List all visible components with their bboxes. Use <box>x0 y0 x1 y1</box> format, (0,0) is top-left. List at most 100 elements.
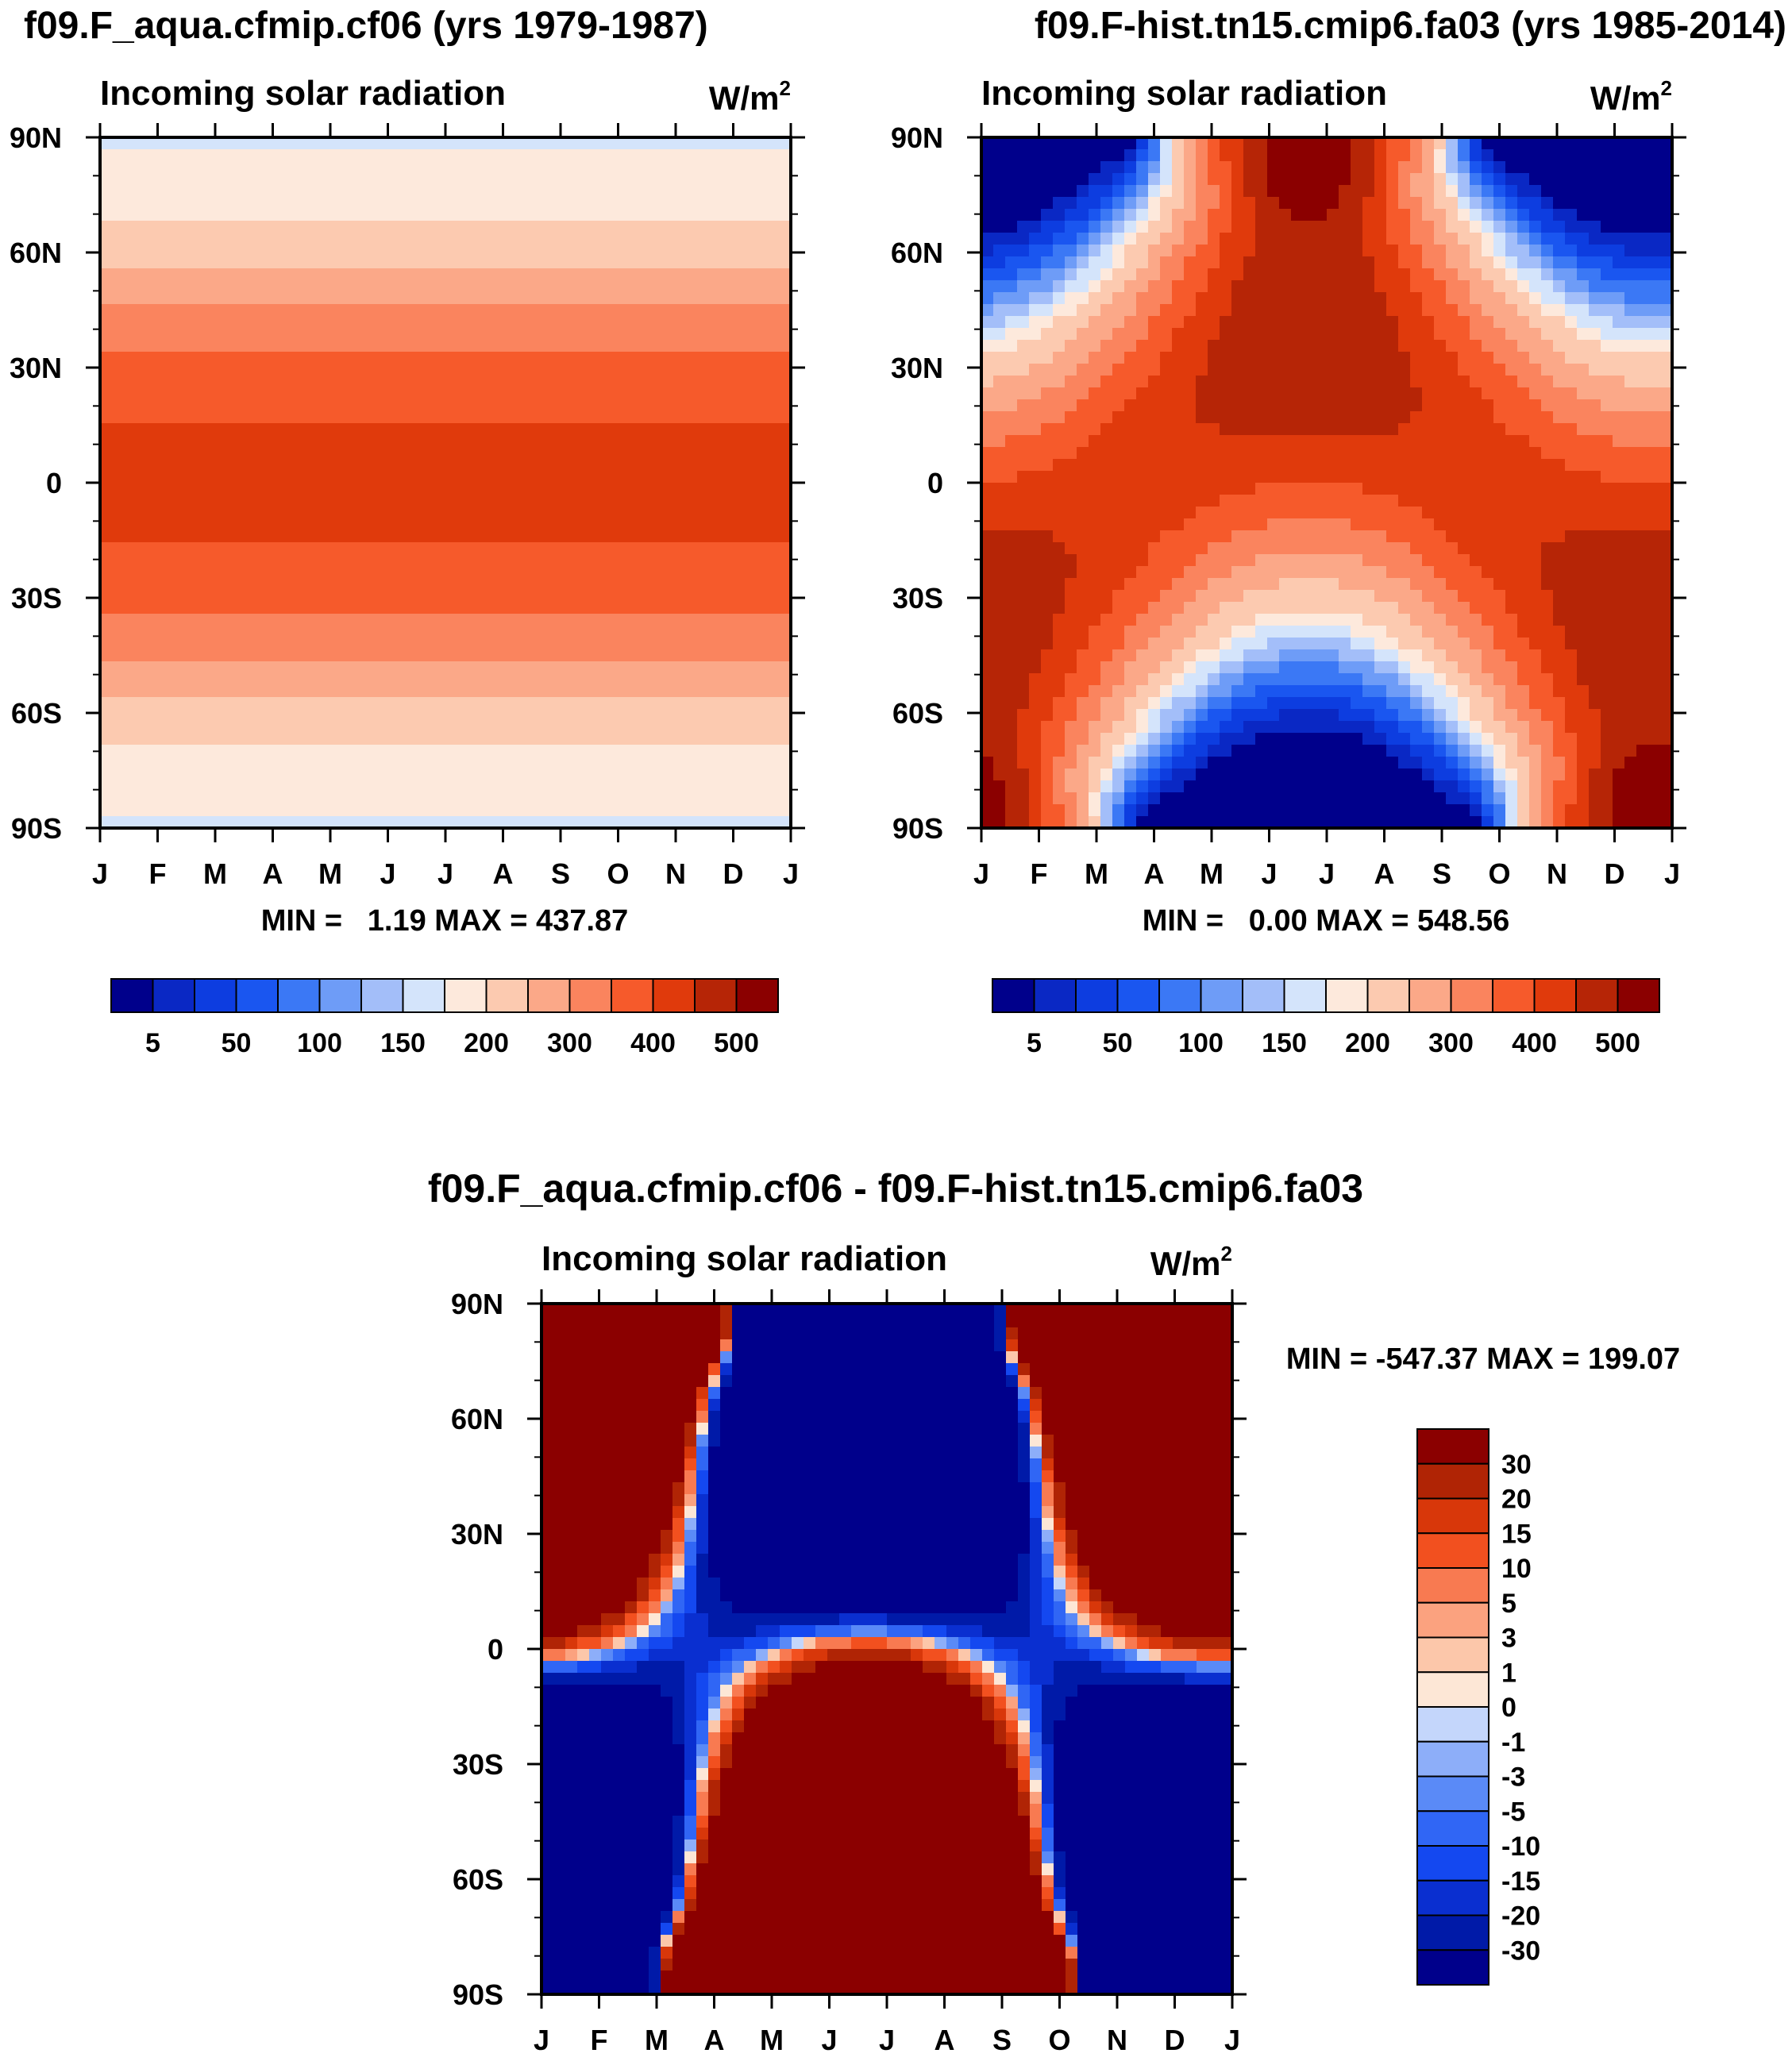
field-cell-a <box>588 185 601 198</box>
field-cell-a <box>672 578 684 591</box>
field-cell-a <box>326 221 339 233</box>
field-cell-a <box>183 280 196 293</box>
field-cell-a <box>100 149 113 162</box>
field-cell-b <box>1065 364 1077 376</box>
field-cell-b <box>1136 304 1149 317</box>
field-cell-a <box>279 614 291 626</box>
field-cell-a <box>600 256 613 269</box>
field-cell-b <box>1184 233 1197 245</box>
field-cell-a <box>207 447 220 460</box>
field-cell-a <box>207 209 220 222</box>
field-cell-a <box>457 387 470 400</box>
field-cell-a <box>624 530 637 543</box>
field-cell-a <box>529 542 541 555</box>
field-cell-a <box>469 649 482 662</box>
field-cell-a <box>576 804 589 817</box>
field-cell-b <box>1577 245 1590 257</box>
field-cell-a <box>219 566 232 579</box>
field-cell-a <box>505 590 518 603</box>
field-cell-a <box>743 280 756 293</box>
field-cell-a <box>672 137 684 150</box>
field-cell-b <box>1136 459 1149 472</box>
field-cell-a <box>243 495 256 507</box>
field-cell-a <box>469 530 482 543</box>
field-cell-a <box>362 197 375 210</box>
field-cell-a <box>374 376 387 388</box>
field-cell-b <box>1351 387 1363 400</box>
field-cell-b <box>1601 268 1613 281</box>
field-cell-a <box>243 780 256 793</box>
field-cell-a <box>434 304 446 317</box>
field-cell-b <box>1327 268 1339 281</box>
field-cell-a <box>565 602 577 614</box>
field-cell-a <box>207 530 220 543</box>
field-cell-a <box>374 495 387 507</box>
field-cell-a <box>255 495 268 507</box>
field-cell-a <box>684 542 696 555</box>
field-cell-b <box>1279 352 1292 364</box>
field-cell-b <box>1220 149 1232 162</box>
field-cell-a <box>743 197 756 210</box>
field-cell-a <box>481 709 494 722</box>
field-cell-b <box>1577 352 1590 364</box>
field-cell-b <box>1279 137 1292 150</box>
field-cell-b <box>1005 221 1018 233</box>
field-cell-b <box>1267 161 1280 174</box>
field-cell-b <box>1077 185 1089 198</box>
field-cell-a <box>160 316 172 329</box>
field-cell-a <box>207 542 220 555</box>
field-cell-b <box>1505 447 1518 460</box>
field-cell-a <box>529 769 541 781</box>
field-cell-a <box>231 745 244 757</box>
field-cell-a <box>255 352 268 364</box>
field-cell-a <box>600 554 613 567</box>
field-cell-b <box>1422 352 1435 364</box>
field-cell-a <box>231 268 244 281</box>
field-cell-b <box>1553 292 1566 305</box>
field-cell-a <box>350 471 363 483</box>
field-cell-a <box>160 709 172 722</box>
field-cell-a <box>672 340 684 352</box>
field-cell-a <box>481 495 494 507</box>
field-cell-a <box>505 602 518 614</box>
field-cell-a <box>600 709 613 722</box>
field-cell-a <box>386 566 399 579</box>
field-cell-a <box>148 542 160 555</box>
field-cell-b <box>1589 173 1601 186</box>
field-cell-b <box>1327 328 1339 341</box>
field-cell-b <box>1553 149 1566 162</box>
field-cell-a <box>553 471 565 483</box>
field-cell-b <box>1136 137 1149 150</box>
field-cell-b <box>1231 387 1244 400</box>
field-cell-a <box>743 530 756 543</box>
field-cell-a <box>303 304 315 317</box>
field-cell-b <box>1362 459 1375 472</box>
field-cell-a <box>338 483 351 495</box>
field-cell-a <box>481 816 494 828</box>
field-cell-a <box>434 638 446 650</box>
field-cell-a <box>731 340 744 352</box>
field-cell-b <box>1065 161 1077 174</box>
field-cell-a <box>183 387 196 400</box>
field-cell-a <box>386 209 399 222</box>
field-cell-a <box>171 614 184 626</box>
field-cell-b <box>1636 340 1649 352</box>
field-cell-b <box>1505 256 1518 269</box>
field-cell-b <box>1493 233 1506 245</box>
field-cell-a <box>684 280 696 293</box>
field-cell-a <box>326 328 339 341</box>
field-cell-a <box>398 554 410 567</box>
field-cell-a <box>434 602 446 614</box>
field-cell-b <box>1493 364 1506 376</box>
field-cell-b <box>1386 280 1399 293</box>
field-cell-a <box>422 518 434 531</box>
field-cell-b <box>1577 137 1590 150</box>
field-cell-a <box>743 399 756 412</box>
field-cell-a <box>207 245 220 257</box>
field-cell-b <box>1124 149 1137 162</box>
field-cell-a <box>314 626 327 638</box>
field-cell-a <box>779 554 791 567</box>
field-cell-b <box>1303 316 1316 329</box>
field-cell-a <box>731 268 744 281</box>
field-cell-a <box>457 578 470 591</box>
